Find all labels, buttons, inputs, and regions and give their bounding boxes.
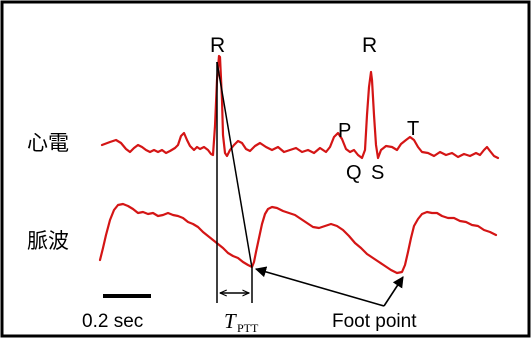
ptt-diagonal-line — [216, 61, 253, 269]
ecg-row-label: 心電 — [27, 131, 69, 155]
q-wave-label: Q — [346, 162, 362, 184]
foot-point-label: Foot point — [332, 311, 417, 332]
r-peak-label-1: R — [210, 34, 225, 57]
t-wave-label: T — [407, 118, 419, 140]
scale-bar-label: 0.2 sec — [82, 311, 143, 332]
r-peak-label-2: R — [362, 34, 377, 57]
ptt-subscript: PTT — [237, 321, 259, 335]
ptt-symbol: T — [224, 309, 237, 333]
s-wave-label: S — [371, 162, 384, 184]
foot-point-arrow-1 — [254, 266, 385, 307]
p-wave-label: P — [338, 120, 351, 142]
pulse-row-label: 脈波 — [27, 229, 69, 253]
ecg-trace — [100, 54, 500, 160]
pulse-wave-trace — [98, 202, 498, 275]
foot-point-arrow-2 — [383, 276, 404, 307]
